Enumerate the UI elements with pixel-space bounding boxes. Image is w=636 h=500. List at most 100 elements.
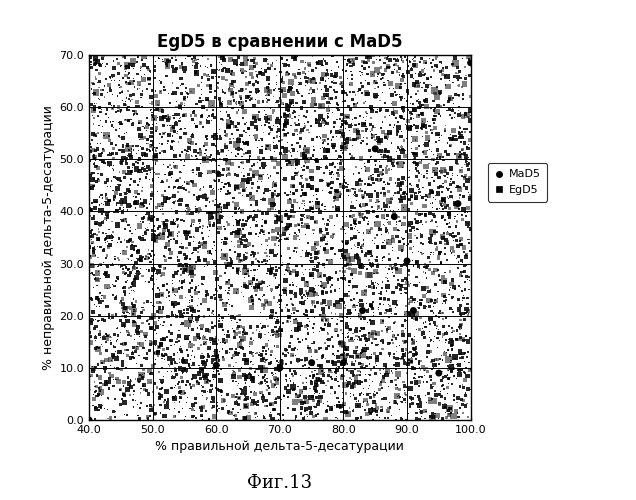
Point	[121, 364, 131, 372]
Point	[97, 60, 107, 68]
Point	[229, 367, 239, 375]
Point	[436, 202, 446, 209]
Point	[188, 404, 198, 411]
Point	[202, 95, 212, 103]
Point	[252, 401, 263, 409]
Point	[424, 180, 434, 188]
Point	[176, 100, 186, 108]
Point	[312, 377, 322, 385]
Point	[304, 182, 314, 190]
Point	[129, 193, 139, 201]
Point	[307, 76, 317, 84]
Point	[146, 191, 156, 199]
Point	[197, 206, 207, 214]
Point	[145, 370, 155, 378]
Point	[404, 296, 414, 304]
Point	[401, 416, 411, 424]
Point	[336, 146, 346, 154]
Point	[334, 363, 344, 371]
Point	[301, 280, 311, 288]
Point	[214, 224, 225, 232]
Point	[103, 332, 113, 340]
Point	[241, 129, 251, 137]
Point	[437, 356, 447, 364]
Point	[406, 293, 417, 301]
Point	[279, 109, 289, 117]
Point	[360, 370, 370, 378]
Point	[155, 76, 165, 84]
Point	[404, 57, 415, 65]
Point	[160, 170, 170, 178]
Point	[347, 255, 357, 263]
Point	[128, 160, 139, 168]
Point	[256, 64, 266, 72]
Point	[345, 212, 356, 220]
Point	[321, 94, 331, 102]
Point	[163, 233, 173, 241]
Point	[247, 94, 257, 102]
Point	[258, 160, 268, 168]
Point	[387, 336, 398, 344]
Point	[157, 203, 167, 211]
Point	[349, 136, 359, 144]
Point	[388, 233, 398, 241]
Point	[402, 360, 412, 368]
Point	[335, 129, 345, 137]
Point	[227, 67, 237, 75]
Point	[307, 174, 317, 182]
Point	[448, 105, 458, 113]
Point	[380, 132, 390, 140]
Point	[298, 197, 308, 205]
Point	[163, 368, 173, 376]
Point	[377, 153, 387, 161]
Point	[315, 344, 326, 351]
Point	[424, 266, 434, 274]
Point	[303, 214, 313, 222]
Point	[378, 338, 389, 346]
Point	[279, 112, 289, 120]
Point	[144, 146, 154, 154]
Point	[228, 377, 238, 385]
Point	[277, 113, 287, 121]
Point	[311, 381, 321, 389]
Point	[282, 224, 292, 232]
Point	[114, 181, 125, 189]
Point	[186, 355, 196, 363]
Point	[320, 339, 330, 347]
Point	[218, 74, 228, 82]
Point	[446, 304, 456, 312]
Point	[406, 122, 416, 130]
Point	[282, 104, 293, 112]
Point	[443, 366, 453, 374]
Point	[448, 230, 459, 237]
Point	[151, 134, 161, 142]
Point	[247, 248, 258, 256]
Point	[462, 372, 473, 380]
Point	[153, 352, 163, 360]
Point	[360, 188, 370, 196]
Point	[233, 205, 244, 213]
Point	[158, 305, 168, 313]
Point	[387, 378, 397, 386]
Point	[177, 348, 188, 356]
Point	[340, 179, 350, 187]
Point	[93, 140, 103, 147]
Point	[371, 176, 382, 184]
Point	[333, 63, 343, 71]
Point	[236, 94, 246, 102]
Point	[335, 246, 345, 254]
Point	[338, 264, 349, 272]
Point	[156, 290, 167, 298]
Point	[107, 261, 118, 269]
Point	[191, 68, 201, 76]
Point	[349, 185, 359, 193]
Point	[459, 309, 469, 317]
Point	[190, 394, 200, 402]
Point	[274, 281, 284, 289]
Point	[446, 338, 457, 346]
Point	[251, 68, 261, 76]
Point	[368, 416, 378, 424]
Point	[179, 416, 190, 424]
Point	[389, 123, 399, 131]
Point	[269, 86, 279, 94]
